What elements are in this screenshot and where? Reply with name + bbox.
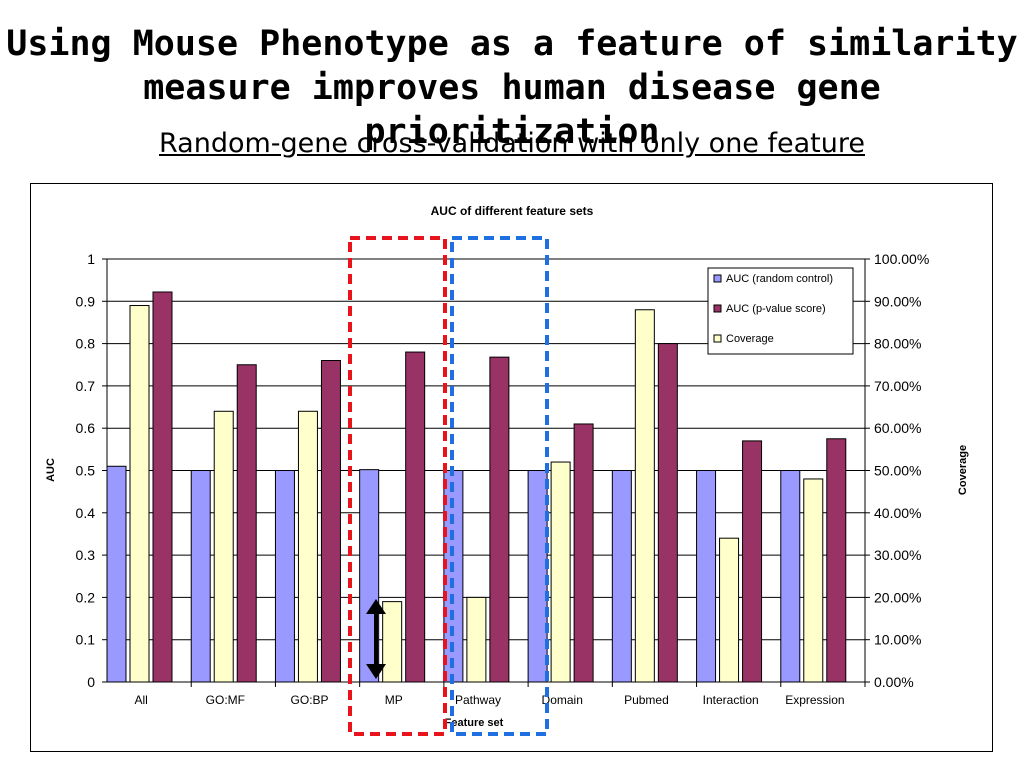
bar-auc-p-value-score-pathway	[489, 356, 510, 683]
tick-labels: 00.10.20.30.40.50.60.70.80.910.00%10.00%…	[76, 251, 930, 707]
mp-highlight-box	[348, 236, 447, 736]
y-tick-label: 0	[87, 674, 95, 690]
axes	[102, 258, 870, 687]
y2-tick-label: 20.00%	[874, 589, 921, 605]
legend-swatch	[713, 334, 722, 343]
y-tick-label: 0.6	[76, 420, 96, 436]
bar-coverage-go-mf	[213, 410, 234, 683]
x-tick-label: Pubmed	[624, 693, 669, 707]
bar-auc-random-control-expression	[780, 470, 801, 683]
x-tick-label: Domain	[542, 693, 583, 707]
y-tick-label: 0.5	[76, 463, 96, 479]
legend-label: AUC (random control)	[726, 273, 833, 285]
x-tick-label: GO:BP	[291, 693, 329, 707]
x-tick-label: All	[134, 693, 147, 707]
bar-coverage-expression	[803, 478, 824, 683]
y2-tick-label: 10.00%	[874, 632, 921, 648]
y2-tick-label: 80.00%	[874, 336, 921, 352]
y-tick-label: 1	[87, 251, 95, 267]
bar-auc-p-value-score-expression	[826, 438, 847, 683]
y-axis-label: AUC	[45, 458, 57, 482]
chart-canvas: AUC of different feature sets 0 0.1 0.2 0.3…	[45, 204, 969, 736]
x-tick-label: MP	[385, 693, 403, 707]
bar-coverage-domain	[550, 461, 571, 683]
y2-tick-label: 50.00%	[874, 463, 921, 479]
y2-tick-label: 70.00%	[874, 378, 921, 394]
bar-auc-random-control-all	[106, 465, 127, 683]
slide-title: Using Mouse Phenotype as a feature of si…	[0, 22, 1024, 154]
y-tick-label: 0.7	[76, 378, 96, 394]
bars	[106, 291, 847, 683]
slide-title-line-1: Using Mouse Phenotype as a feature of si…	[6, 24, 1018, 64]
bar-auc-random-control-interaction	[696, 470, 717, 683]
legend-box	[707, 267, 854, 355]
bar-auc-p-value-score-go-bp	[320, 360, 341, 683]
y2-tick-label: 100.00%	[874, 251, 929, 267]
bar-coverage-all	[129, 305, 150, 683]
y-tick-label: 0.1	[76, 632, 96, 648]
bar-auc-random-control-domain	[527, 470, 548, 683]
bar-auc-p-value-score-interaction	[742, 440, 763, 683]
y-tick-label: 0.8	[76, 336, 96, 352]
legend-label: AUC (p-value score)	[726, 303, 826, 315]
y-tick-label: 0.9	[76, 293, 96, 309]
bar-auc-random-control-pubmed	[611, 470, 632, 683]
bar-auc-p-value-score-pubmed	[657, 343, 678, 683]
bar-auc-random-control-go-bp	[274, 470, 295, 683]
legend-label: Coverage	[726, 333, 774, 345]
y2-tick-label: 90.00%	[874, 293, 921, 309]
legend-swatch	[713, 304, 722, 313]
x-axis-label: Feature set	[445, 717, 504, 729]
legend: AUC (random control) AUC (p-value score) C…	[707, 267, 854, 355]
y2-tick-label: 30.00%	[874, 547, 921, 563]
bar-coverage-interaction	[719, 537, 740, 683]
annotations	[348, 236, 549, 736]
bar-coverage-pathway	[466, 596, 487, 683]
y2-tick-label: 0.00%	[874, 674, 914, 690]
pathway-highlight-box	[450, 236, 549, 736]
bar-auc-p-value-score-go-mf	[236, 364, 257, 683]
slide-title-line-2: measure improves human disease gene prio…	[143, 68, 881, 152]
y2-axis-label: Coverage	[957, 445, 969, 495]
y2-tick-label: 60.00%	[874, 420, 921, 436]
y-tick-label: 0.4	[76, 505, 96, 521]
chart-frame: AUC of different feature sets 0 0.1 0.2 0.3…	[30, 183, 993, 752]
bar-auc-p-value-score-domain	[573, 423, 594, 683]
double-arrow-icon	[366, 599, 386, 679]
slide-subtitle: Random-gene cross-validation with only o…	[159, 128, 865, 159]
bar-auc-p-value-score-mp	[405, 351, 426, 683]
x-tick-label: GO:MF	[206, 693, 245, 707]
chart-title: AUC of different feature sets	[431, 204, 594, 218]
bar-coverage-pubmed	[634, 309, 655, 683]
x-tick-label: Expression	[785, 693, 844, 707]
y-tick-label: 0.3	[76, 547, 96, 563]
bar-coverage-go-bp	[297, 410, 318, 683]
bar-auc-p-value-score-all	[152, 291, 173, 683]
x-tick-label: Pathway	[455, 693, 501, 707]
x-tick-label: Interaction	[703, 693, 759, 707]
bar-auc-random-control-go-mf	[190, 470, 211, 683]
y-tick-label: 0.2	[76, 589, 96, 605]
y2-tick-label: 40.00%	[874, 505, 921, 521]
legend-swatch	[713, 274, 722, 283]
